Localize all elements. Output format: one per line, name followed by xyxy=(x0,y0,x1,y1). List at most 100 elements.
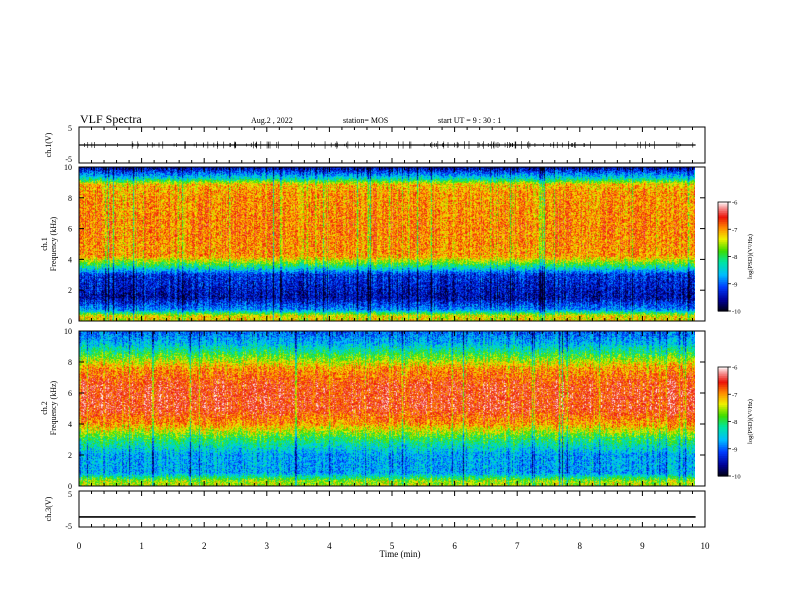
colorbar-cell xyxy=(718,254,728,258)
colorbar-cell xyxy=(718,251,728,254)
colorbar-cell xyxy=(718,280,728,283)
colorbar-cell xyxy=(718,474,728,477)
ch1-spectrogram-panel: 0 2 4 6 8 10 ch.1 Frequency (kHz) xyxy=(40,163,706,326)
colorbar-cell xyxy=(718,300,728,303)
colorbar-tick-label: -6 xyxy=(732,365,738,372)
ch2-spec-ylabel-line2: Frequency (kHz) xyxy=(49,380,58,435)
colorbar-cell xyxy=(718,238,728,241)
colorbar-label: log(PSD)(V²/Hz) xyxy=(747,399,754,444)
colorbar-cell xyxy=(718,269,728,272)
colorbar-cell xyxy=(718,445,728,448)
colorbar-cell xyxy=(718,466,728,470)
colorbar-cell xyxy=(718,426,728,430)
colorbar-cell xyxy=(718,465,728,468)
colorbar-cell xyxy=(718,258,728,261)
colorbar-cell xyxy=(718,247,728,250)
freq-tick-label: 2 xyxy=(68,451,72,460)
colorbar-cell xyxy=(718,263,728,267)
freq-tick-label: 10 xyxy=(64,163,72,172)
colorbar-cell xyxy=(718,428,728,432)
colorbar-cell xyxy=(718,292,728,296)
colorbar-cell xyxy=(718,379,728,383)
colorbar-cell xyxy=(718,468,728,472)
colorbar-cell xyxy=(718,227,728,230)
colorbar-cell xyxy=(718,399,728,403)
colorbar-cell xyxy=(718,261,728,265)
ch2-colorbar: -6 -7 -8 -9 -10 log(PSD)(V²/Hz) xyxy=(717,365,754,481)
colorbar-cell xyxy=(718,289,728,292)
colorbar-cell xyxy=(718,287,728,290)
time-tick-label: 2 xyxy=(202,541,207,551)
colorbar-cell xyxy=(718,232,728,236)
colorbar-cell xyxy=(718,374,728,377)
colorbar-cell xyxy=(718,305,728,308)
colorbar-cell xyxy=(718,225,728,229)
ch1-waveform-noise xyxy=(84,141,694,149)
ch1-colorbar: -6 -7 -8 -9 -10 log(PSD)(V²/Hz) xyxy=(717,200,754,316)
ch1-waveform-ylabel: ch.1(V) xyxy=(44,132,53,157)
colorbar-cell xyxy=(718,307,728,310)
time-tick-label: 9 xyxy=(640,541,645,551)
colorbar-cell xyxy=(718,423,728,426)
time-tick-label: 8 xyxy=(578,541,583,551)
date-label: Aug.2 , 2022 xyxy=(251,116,293,125)
colorbar-cell xyxy=(718,459,728,463)
colorbar-cell xyxy=(718,256,728,259)
ch1-spec-ylabel-line2: Frequency (kHz) xyxy=(49,216,58,271)
ch2-spectrogram-ticks xyxy=(78,330,706,487)
colorbar-cell xyxy=(718,207,728,210)
colorbar-cell xyxy=(718,241,728,245)
colorbar-cell xyxy=(718,229,728,232)
time-tick-label: 5 xyxy=(390,541,395,551)
ch3-ytick-top: 5 xyxy=(68,490,72,499)
colorbar-cell xyxy=(718,401,728,404)
colorbar-cell xyxy=(718,214,728,218)
colorbar-cell xyxy=(718,386,728,390)
colorbar-cell xyxy=(718,456,728,459)
colorbar-cell xyxy=(718,218,728,221)
time-tick-label: 4 xyxy=(327,541,332,551)
colorbar-cell xyxy=(718,377,728,381)
colorbar-cell xyxy=(718,446,728,450)
colorbar-tick-label: -8 xyxy=(732,419,737,426)
colorbar-cell xyxy=(718,381,728,384)
colorbar-cell xyxy=(718,223,728,227)
start-time-label: start UT = 9 : 30 : 1 xyxy=(438,116,501,125)
ch1-yticklabels: 0 2 4 6 8 10 xyxy=(64,163,72,326)
colorbar-cell xyxy=(718,274,728,278)
colorbar-cell xyxy=(718,419,728,423)
colorbar-cell xyxy=(718,443,728,446)
colorbar-cell xyxy=(718,437,728,441)
colorbar-cell xyxy=(718,249,728,252)
colorbar-cell xyxy=(718,396,728,399)
colorbar-cell xyxy=(718,267,728,270)
colorbar-cell xyxy=(718,457,728,461)
colorbar-cell xyxy=(718,436,728,439)
colorbar-cell xyxy=(718,211,728,214)
ch3-waveform-ticks xyxy=(78,491,706,527)
colorbar-cell xyxy=(718,397,728,401)
freq-tick-label: 4 xyxy=(68,420,72,429)
colorbar-cell xyxy=(718,303,728,307)
colorbar-cell xyxy=(718,403,728,406)
colorbar-cell xyxy=(718,260,728,263)
freq-tick-label: 10 xyxy=(64,327,72,336)
time-tick-label: 10 xyxy=(701,541,711,551)
colorbar-cell xyxy=(718,392,728,395)
ch1-waveform-panel: 5 -5 ch.1(V) xyxy=(44,124,706,164)
colorbar-cell xyxy=(718,236,728,239)
colorbar-cell xyxy=(718,283,728,287)
colorbar-cell xyxy=(718,388,728,392)
time-axis-ticklabels: 0 1 2 3 4 5 6 7 8 9 10 xyxy=(77,541,710,551)
colorbar-cell xyxy=(718,370,728,374)
colorbar-cell xyxy=(718,298,728,301)
ch3-waveform-ylabel: ch.3(V) xyxy=(44,496,53,521)
colorbar-cell xyxy=(718,385,728,388)
colorbar-cell xyxy=(718,231,728,234)
ch3-waveform-panel: 5 -5 ch.3(V) xyxy=(44,490,706,531)
colorbar-tick-label: -7 xyxy=(732,392,738,399)
freq-tick-label: 0 xyxy=(68,482,72,491)
colorbar-cell xyxy=(718,372,728,375)
colorbar-cell xyxy=(718,452,728,455)
